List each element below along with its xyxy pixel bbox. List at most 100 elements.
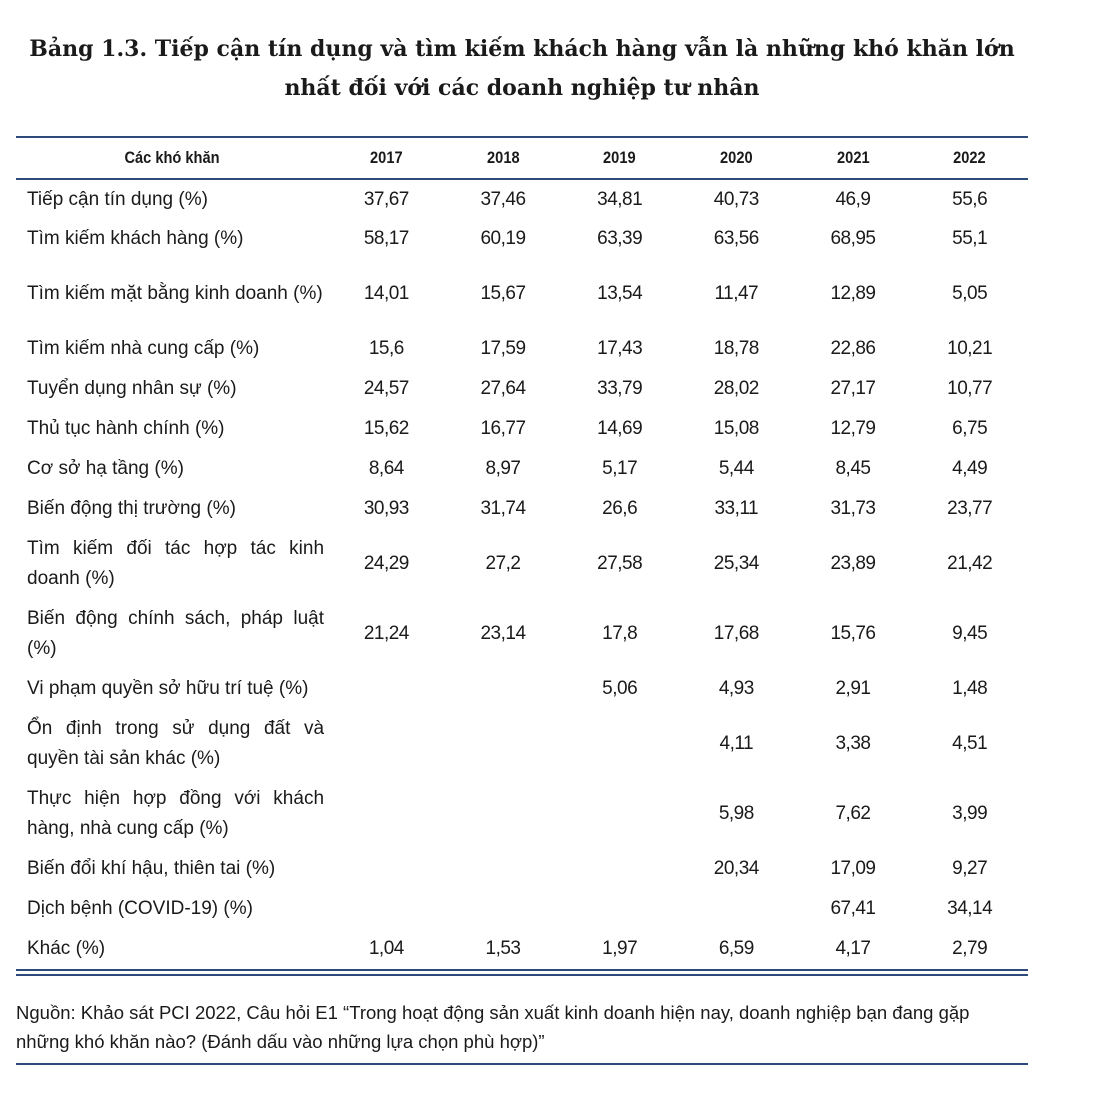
cell-value: [561, 889, 678, 929]
cell-value: 17,59: [480, 338, 526, 359]
cell-value: 5,17: [602, 458, 638, 479]
cell-value: 4,49: [952, 458, 988, 479]
cell-value: [445, 669, 562, 709]
table-row: Ổn định trong sử dụng đất và quyền tài s…: [16, 709, 1028, 779]
table-row: Vi phạm quyền sở hữu trí tuệ (%) 5,06 4,93…: [16, 669, 1028, 709]
cell-value: 4,51: [952, 733, 988, 754]
cell-value: [445, 709, 562, 779]
table-row: Khác (%) 1,04 1,53 1,97 6,59 4,17 2,79: [16, 929, 1028, 969]
cell-value: 40,73: [713, 188, 760, 210]
cell-value: 25,34: [713, 553, 760, 574]
cell-value: [445, 849, 562, 889]
cell-value: [445, 779, 562, 849]
header-year: 2019: [569, 138, 670, 180]
cell-value: 15,67: [480, 283, 526, 304]
row-label: Tuyển dụng nhân sự (%): [27, 378, 237, 399]
row-label: Dịch bệnh (COVID-19) (%): [27, 898, 253, 919]
cell-value: 26,6: [602, 498, 638, 519]
cell-value: 23,14: [480, 623, 526, 644]
cell-value: 24,29: [363, 553, 410, 574]
cell-value: 68,95: [830, 228, 876, 249]
cell-value: 46,9: [835, 188, 871, 210]
row-label: Thủ tục hành chính (%): [27, 418, 225, 439]
cell-value: 21,42: [947, 553, 993, 574]
cell-value: 5,98: [718, 803, 754, 824]
cell-value: 14,69: [597, 418, 643, 439]
note-bottom-rule: [16, 1063, 1028, 1065]
cell-value: 10,77: [947, 378, 993, 399]
table-row: Tìm kiếm mặt bằng kinh doanh (%) 14,01 15,…: [16, 259, 1028, 329]
header-year: 2021: [802, 138, 904, 180]
cell-value: 2,79: [952, 938, 988, 959]
table-row: Tìm kiếm đối tác hợp tác kinh doanh (%) 2…: [16, 529, 1028, 599]
row-label: Cơ sở hạ tầng (%): [27, 458, 184, 479]
table-title: Bảng 1.3. Tiếp cận tín dụng và tìm kiếm …: [0, 30, 1044, 108]
cell-value: 31,73: [830, 498, 876, 519]
cell-value: 2,91: [835, 678, 871, 699]
cell-value: 15,6: [368, 338, 404, 359]
cell-value: 17,43: [597, 338, 643, 359]
cell-value: 17,09: [830, 858, 876, 879]
cell-value: 37,46: [480, 188, 526, 210]
cell-value: 9,27: [952, 858, 988, 879]
row-label: Tìm kiếm nhà cung cấp (%): [27, 338, 260, 359]
cell-value: 6,75: [952, 418, 988, 439]
cell-value: [328, 709, 445, 779]
cell-value: 12,89: [830, 283, 876, 304]
cell-value: 16,77: [480, 418, 526, 439]
cell-value: 27,58: [597, 553, 643, 574]
cell-value: 23,77: [947, 498, 993, 519]
cell-value: 17,68: [713, 623, 760, 644]
cell-value: 20,34: [713, 858, 760, 879]
table-row: Biến đổi khí hậu, thiên tai (%) 20,34 17,0…: [16, 849, 1028, 889]
cell-value: 63,39: [597, 228, 643, 249]
header-year: 2017: [336, 138, 437, 180]
cell-value: 63,56: [713, 228, 760, 249]
cell-value: 4,11: [719, 733, 754, 754]
source-note: Nguồn: Khảo sát PCI 2022, Câu hỏi E1 “Tr…: [16, 1002, 970, 1052]
cell-value: 13,54: [597, 283, 643, 304]
cell-value: 15,08: [713, 418, 760, 439]
cell-value: 1,53: [485, 938, 521, 959]
cell-value: [445, 889, 562, 929]
cell-value: 33,11: [714, 498, 759, 519]
cell-value: 27,2: [485, 553, 521, 574]
cell-value: 11,47: [714, 283, 759, 304]
cell-value: 22,86: [830, 338, 876, 359]
cell-value: 34,81: [597, 188, 643, 210]
cell-value: [678, 889, 795, 929]
table-row: Dịch bệnh (COVID-19) (%) 67,41 34,14: [16, 889, 1028, 929]
row-label: Tìm kiếm mặt bằng kinh doanh (%): [27, 283, 323, 304]
table-top-rule: [16, 136, 1028, 138]
cell-value: 37,67: [363, 188, 410, 210]
cell-value: 1,97: [602, 938, 638, 959]
cell-value: 8,97: [485, 458, 521, 479]
cell-value: 15,76: [830, 623, 876, 644]
header-year: 2022: [919, 138, 1020, 180]
table-header-row: Các khó khăn 2017 2018 2019 2020 2021 20…: [16, 138, 1028, 180]
cell-value: 17,8: [602, 623, 638, 644]
table-body: Tiếp cận tín dụng (%) 37,67 37,46 34,81 40,7…: [16, 179, 1028, 969]
table-bottom-double-rule: [16, 969, 1028, 976]
cell-value: 4,93: [718, 678, 754, 699]
row-label: Biến động thị trường (%): [27, 498, 236, 519]
table-row: Biến động chính sách, pháp luật (%) 21,24…: [16, 599, 1028, 669]
cell-value: 7,62: [835, 803, 871, 824]
cell-value: 10,21: [947, 338, 993, 359]
header-year: 2020: [686, 138, 787, 180]
cell-value: 27,64: [480, 378, 526, 399]
difficulties-table: Các khó khăn 2017 2018 2019 2020 2021 20…: [16, 138, 1028, 969]
cell-value: [328, 889, 445, 929]
data-table-container: Các khó khăn 2017 2018 2019 2020 2021 20…: [16, 136, 1028, 976]
cell-value: 60,19: [480, 228, 526, 249]
row-label: Biến động chính sách, pháp luật (%): [27, 608, 325, 659]
row-label: Tiếp cận tín dụng (%): [27, 188, 208, 210]
cell-value: 1,48: [952, 678, 988, 699]
cell-value: 5,44: [718, 458, 754, 479]
title-line-1: Bảng 1.3. Tiếp cận tín dụng và tìm kiếm …: [29, 36, 1015, 62]
cell-value: 9,45: [952, 623, 988, 644]
cell-value: 6,59: [718, 938, 754, 959]
cell-value: 1,04: [368, 938, 404, 959]
cell-value: 18,78: [713, 338, 760, 359]
header-year: 2018: [452, 138, 554, 180]
